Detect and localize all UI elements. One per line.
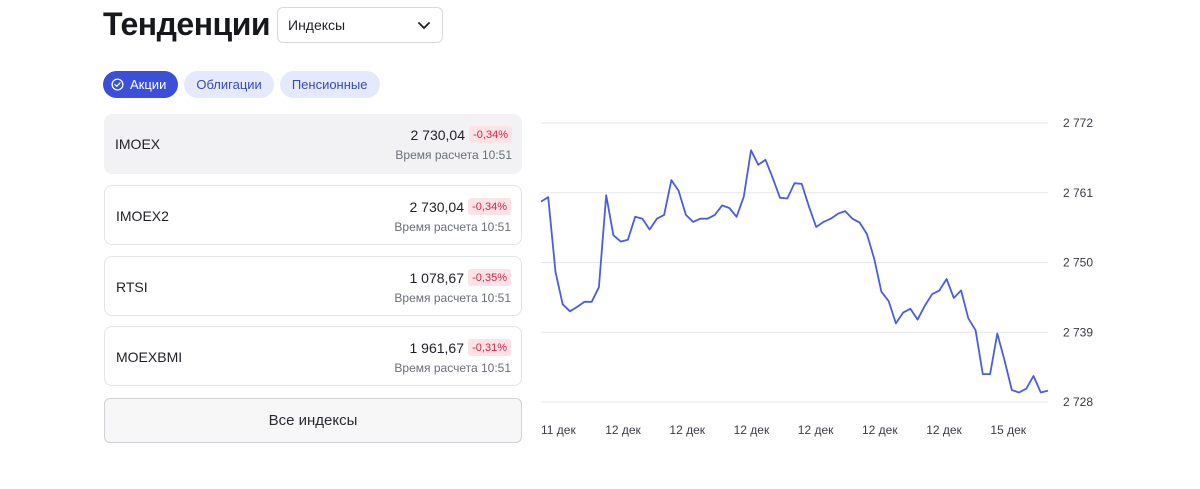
y-tick-label: 2 728 <box>1063 395 1093 409</box>
index-calc-time: Время расчета 10:51 <box>394 220 511 234</box>
index-type-select[interactable]: Индексы <box>277 7 443 43</box>
index-name: IMOEX <box>115 136 161 152</box>
y-tick-label: 2 739 <box>1063 325 1093 339</box>
x-tick-label: 12 дек <box>669 423 705 437</box>
y-tick-label: 2 761 <box>1063 186 1093 200</box>
index-name: IMOEX2 <box>116 208 169 224</box>
chip-label: Акции <box>130 77 167 92</box>
all-indices-button[interactable]: Все индексы <box>104 398 522 443</box>
chevron-down-icon <box>418 22 430 29</box>
y-tick-label: 2 772 <box>1063 116 1093 130</box>
category-chips: Акции Облигации Пенсионные <box>103 71 380 98</box>
index-value: 1 961,67 <box>409 340 465 356</box>
x-tick-label: 12 дек <box>862 423 898 437</box>
x-tick-label: 12 дек <box>605 423 641 437</box>
index-calc-time: Время расчета 10:51 <box>395 148 512 162</box>
check-circle-icon <box>111 78 124 91</box>
index-card-moexbmi[interactable]: MOEXBMI 1 961,67 -0,31% Время расчета 10… <box>104 326 522 386</box>
index-change-badge: -0,34% <box>468 198 511 215</box>
x-tick-label: 12 дек <box>798 423 834 437</box>
x-tick-label: 11 дек <box>541 423 576 437</box>
page-title: Тенденции <box>103 6 271 42</box>
index-card-imoex[interactable]: IMOEX 2 730,04 -0,34% Время расчета 10:5… <box>104 114 522 174</box>
chip-label: Пенсионные <box>291 77 368 92</box>
index-calc-time: Время расчета 10:51 <box>394 361 511 375</box>
x-tick-label: 12 дек <box>734 423 770 437</box>
index-change-badge: -0,34% <box>469 126 512 143</box>
chip-pension[interactable]: Пенсионные <box>279 71 380 98</box>
index-change-badge: -0,35% <box>468 269 511 286</box>
index-card-rtsi[interactable]: RTSI 1 078,67 -0,35% Время расчета 10:51 <box>104 256 522 316</box>
index-card-imoex2[interactable]: IMOEX2 2 730,04 -0,34% Время расчета 10:… <box>104 185 522 245</box>
index-value: 2 730,04 <box>410 127 466 143</box>
x-tick-label: 12 дек <box>926 423 962 437</box>
y-tick-label: 2 750 <box>1063 256 1093 270</box>
index-name: RTSI <box>116 279 148 295</box>
index-name: MOEXBMI <box>116 349 183 365</box>
index-calc-time: Время расчета 10:51 <box>394 291 511 305</box>
x-tick-label: 15 дек <box>990 423 1026 437</box>
index-value: 1 078,67 <box>409 270 465 286</box>
index-value: 2 730,04 <box>409 199 465 215</box>
chip-stocks[interactable]: Акции <box>103 71 179 98</box>
index-change-badge: -0,31% <box>468 339 511 356</box>
series-line <box>540 149 1049 394</box>
chip-bonds[interactable]: Облигации <box>184 71 274 98</box>
chip-label: Облигации <box>196 77 262 92</box>
select-value: Индексы <box>288 17 346 33</box>
